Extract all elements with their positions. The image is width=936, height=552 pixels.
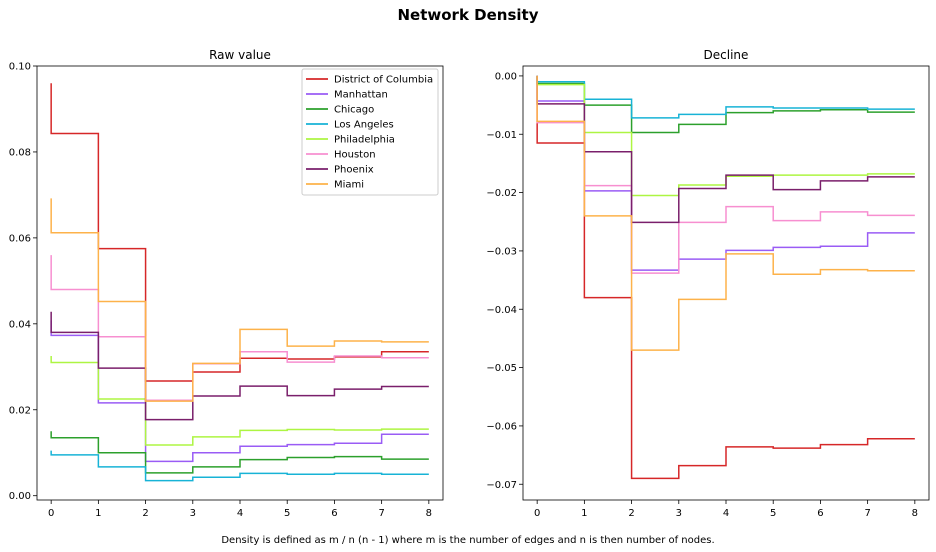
decline-y-tick-label: −0.07 xyxy=(486,480,517,491)
raw-series-lines xyxy=(50,83,429,482)
raw-legend: District of Columbia Manhattan Chicago Los … xyxy=(301,68,439,196)
raw-line-district-of-columbia xyxy=(50,83,429,382)
decline-x-tick-label: 8 xyxy=(912,508,918,519)
decline-x-tick-label: 6 xyxy=(817,508,823,519)
decline-y-tick-label: −0.05 xyxy=(486,363,517,374)
raw-panel-title: Raw value xyxy=(209,48,271,62)
legend-label-philadelphia: Philadelphia xyxy=(334,135,395,146)
decline-y-tick-label: −0.04 xyxy=(486,305,517,316)
raw-y-tick-label: 0.02 xyxy=(9,405,31,416)
decline-x-tick-label: 7 xyxy=(864,508,870,519)
raw-x-tick-label: 8 xyxy=(426,508,432,519)
raw-y-tick-label: 0.00 xyxy=(9,491,31,502)
raw-x-tick-label: 2 xyxy=(142,508,148,519)
figure-title: Network Density xyxy=(398,6,539,24)
decline-line-los-angeles xyxy=(536,75,915,119)
legend-label-chicago: Chicago xyxy=(334,105,374,116)
raw-x-tick-label: 4 xyxy=(237,508,243,519)
decline-x-tick-label: 4 xyxy=(723,508,729,519)
raw-value-panel: Raw value 0 1 2 3 4 5 6 7 8 0.00 0.02 0.04 0.06 0.08 0.… xyxy=(9,48,444,519)
legend-label-los-angeles: Los Angeles xyxy=(334,120,394,131)
decline-y-tick-label: −0.06 xyxy=(486,421,517,432)
raw-x-tick-label: 1 xyxy=(95,508,101,519)
decline-y-tick-label: 0.00 xyxy=(495,71,517,82)
decline-x-tick-label: 0 xyxy=(534,508,540,519)
decline-x-tick-label: 3 xyxy=(676,508,682,519)
decline-panel-title: Decline xyxy=(704,48,749,62)
decline-x-tick-label: 5 xyxy=(770,508,776,519)
raw-line-miami xyxy=(50,198,429,402)
raw-x-tick-label: 5 xyxy=(284,508,290,519)
decline-x-tick-label: 2 xyxy=(628,508,634,519)
legend-label-miami: Miami xyxy=(334,180,364,191)
decline-y-tick-label: −0.01 xyxy=(486,130,517,141)
legend-label-phoenix: Phoenix xyxy=(334,165,374,176)
raw-line-phoenix xyxy=(50,311,429,421)
raw-x-tick-label: 0 xyxy=(48,508,54,519)
legend-label-houston: Houston xyxy=(334,150,376,161)
decline-y-tick-label: −0.02 xyxy=(486,188,517,199)
decline-line-chicago xyxy=(536,75,915,134)
raw-y-tick-label: 0.04 xyxy=(9,319,31,330)
decline-series-lines xyxy=(536,75,915,480)
decline-line-district-of-columbia xyxy=(536,75,915,480)
raw-y-tick-label: 0.10 xyxy=(9,62,31,73)
raw-line-philadelphia xyxy=(50,356,429,446)
raw-y-tick-label: 0.08 xyxy=(9,147,31,158)
decline-panel: Decline 0 1 2 3 4 5 6 7 8 0.00 −0.01 −0.02 −0.03 −0.04… xyxy=(486,48,930,519)
legend-label-district-of-columbia: District of Columbia xyxy=(334,75,433,86)
raw-x-tick-label: 7 xyxy=(378,508,384,519)
decline-line-phoenix xyxy=(536,75,915,224)
raw-line-los-angeles xyxy=(50,450,429,482)
raw-x-tick-label: 3 xyxy=(190,508,196,519)
raw-y-tick-label: 0.06 xyxy=(9,233,31,244)
decline-x-tick-label: 1 xyxy=(581,508,587,519)
raw-line-houston xyxy=(50,255,429,402)
raw-x-tick-label: 6 xyxy=(331,508,337,519)
raw-line-chicago xyxy=(50,431,429,474)
decline-y-tick-label: −0.03 xyxy=(486,246,517,257)
raw-legend-box xyxy=(301,68,439,196)
decline-line-miami xyxy=(536,75,915,351)
legend-label-manhattan: Manhattan xyxy=(334,90,388,101)
figure-caption: Density is defined as m / n (n - 1) wher… xyxy=(221,535,714,546)
